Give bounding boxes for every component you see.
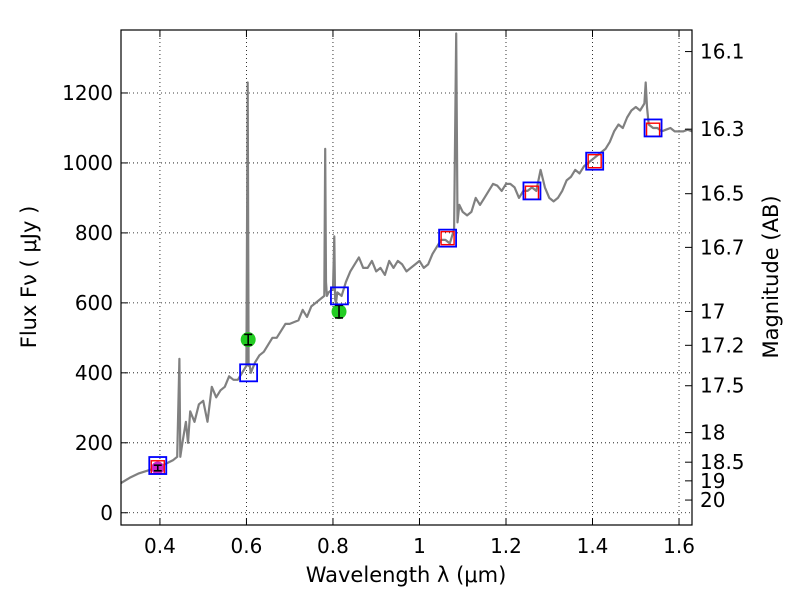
- x-axis-label: Wavelength λ (μm): [306, 563, 507, 587]
- ticks-layer: 0.4 0.6 0.8 1 1.2 1.4 1.6 0 200 400 600 800 1000 1200…: [62, 30, 745, 558]
- model-square: [239, 363, 259, 383]
- y-tick-label: 1200: [62, 81, 113, 105]
- mag-tick-label: 16.5: [700, 182, 745, 206]
- model-square: [330, 286, 349, 306]
- grid-layer: [121, 30, 692, 525]
- y-axis-label: Flux Fν ( μJy ): [17, 206, 41, 349]
- mag-tick-label: 16.3: [700, 117, 745, 141]
- y-tick-label: 600: [75, 291, 113, 315]
- mag-tick-label: 16.1: [700, 40, 745, 64]
- model-square: [585, 151, 605, 171]
- x-tick-label: 0.8: [317, 534, 349, 558]
- x-tick-label: 1.2: [490, 534, 522, 558]
- points-layer: [148, 118, 663, 475]
- y-tick-label: 800: [75, 221, 113, 245]
- x-tick-label: 1.4: [577, 534, 609, 558]
- mag-tick-label: 18.5: [700, 450, 745, 474]
- y2-axis-label: Magnitude (AB): [759, 195, 783, 358]
- y-tick-label: 400: [75, 361, 113, 385]
- model-square: [643, 118, 663, 138]
- mag-tick-label: 17.2: [700, 333, 745, 357]
- x-tick-label: 1: [413, 534, 426, 558]
- model-square: [522, 181, 542, 201]
- mag-tick-label: 18: [700, 421, 725, 445]
- x-tick-label: 0.4: [144, 534, 176, 558]
- mag-tick-label: 16.7: [700, 235, 745, 259]
- mag-tick-label: 20: [700, 488, 725, 512]
- model-square: [148, 456, 168, 475]
- model-square: [438, 228, 457, 248]
- y-tick-label: 0: [100, 501, 113, 525]
- y-tick-label: 200: [75, 431, 113, 455]
- x-tick-label: 1.6: [663, 534, 695, 558]
- y-tick-label: 1000: [62, 151, 113, 175]
- mag-tick-label: 19: [700, 469, 725, 493]
- observed-square: [440, 230, 455, 246]
- plot-frame: [120, 29, 693, 526]
- observed-square: [587, 153, 602, 169]
- x-tick-label: 0.6: [231, 534, 263, 558]
- mag-tick-label: 17: [700, 299, 725, 323]
- mag-tick-label: 17.5: [700, 374, 745, 398]
